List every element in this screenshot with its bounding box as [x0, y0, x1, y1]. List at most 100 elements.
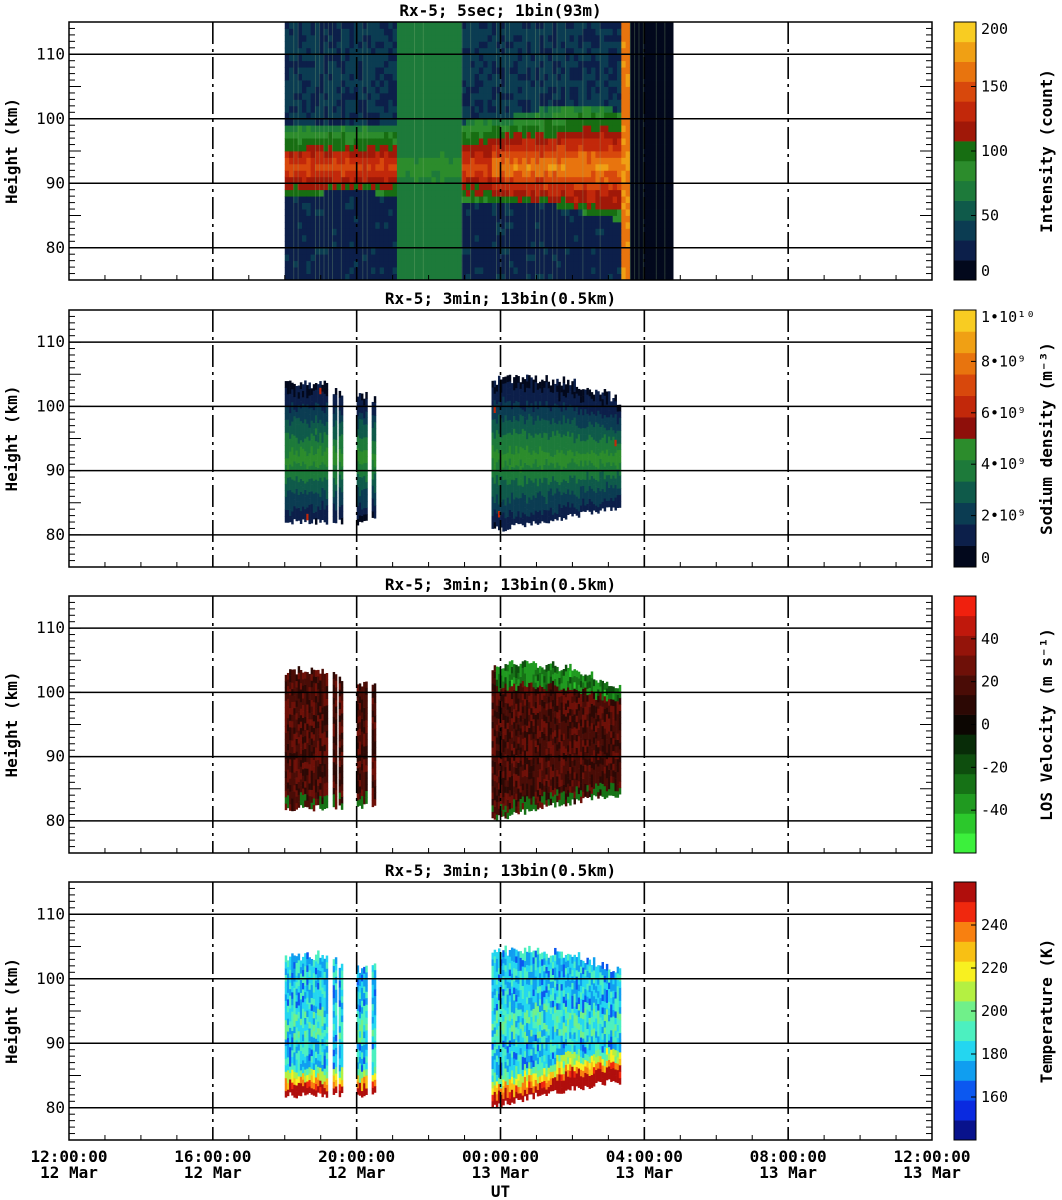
intensity-cell [625, 176, 631, 184]
intensity-cell [422, 131, 428, 139]
data-cell [332, 516, 336, 523]
intensity-cell [595, 228, 601, 236]
data-cell [291, 414, 294, 422]
intensity-cell [375, 247, 381, 255]
data-cell [308, 459, 311, 467]
intensity-cell [297, 34, 303, 42]
intensity-cell [327, 221, 333, 229]
intensity-cell [465, 163, 471, 171]
intensity-cell [509, 183, 514, 191]
intensity-cell [470, 86, 475, 94]
intensity-cell [392, 47, 398, 55]
data-cell [334, 503, 338, 511]
intensity-cell [340, 28, 346, 36]
intensity-cell [513, 28, 519, 36]
intensity-cell [405, 92, 411, 100]
intensity-cell [565, 112, 570, 120]
data-cell [304, 399, 307, 407]
intensity-cell [617, 28, 622, 36]
intensity-cell [578, 105, 583, 113]
intensity-cell [470, 73, 475, 81]
intensity-cell [375, 118, 381, 126]
intensity-cell [487, 138, 493, 145]
data-cell [526, 374, 529, 382]
data-cell [495, 429, 499, 437]
intensity-cell [444, 163, 450, 171]
intensity-cell [535, 176, 540, 184]
intensity-cell [440, 28, 445, 36]
data-cell [306, 475, 309, 482]
intensity-cell [560, 144, 566, 152]
intensity-cell [668, 28, 674, 36]
intensity-cell [595, 189, 601, 197]
data-cell [497, 504, 501, 511]
colorbar-tick-label: 50 [981, 207, 999, 225]
intensity-cell [396, 54, 402, 62]
data-cell [513, 492, 516, 500]
data-cell [521, 396, 525, 404]
intensity-cell [297, 28, 303, 36]
intensity-cell [582, 267, 588, 274]
intensity-cell [660, 47, 665, 55]
intensity-cell [414, 267, 419, 274]
intensity-cell [483, 144, 488, 152]
intensity-cell [323, 157, 329, 165]
intensity-cell [599, 118, 605, 126]
intensity-cell [556, 92, 562, 100]
intensity-cell [491, 86, 497, 94]
intensity-cell [491, 189, 497, 197]
intensity-cell [453, 247, 458, 255]
intensity-cell [293, 151, 299, 158]
intensity-cell [655, 60, 661, 68]
data-cell [317, 397, 320, 404]
intensity-cell [591, 47, 596, 55]
intensity-cell [569, 157, 575, 165]
intensity-cell [668, 183, 674, 191]
intensity-cell [448, 273, 454, 281]
data-cell [314, 505, 318, 512]
intensity-cell [340, 41, 346, 49]
colorbar-swatch [954, 240, 976, 261]
data-cell [536, 498, 540, 506]
data-cell [304, 451, 307, 458]
intensity-cell [595, 234, 601, 242]
data-cell [302, 454, 305, 462]
intensity-cell [625, 41, 631, 49]
intensity-cell [595, 131, 601, 139]
intensity-cell [392, 221, 398, 229]
data-cell [526, 393, 529, 401]
intensity-cell [310, 273, 316, 281]
data-cell [363, 424, 366, 432]
data-cell [504, 395, 507, 403]
intensity-cell [453, 99, 458, 107]
intensity-cell [491, 22, 497, 29]
intensity-cell [474, 209, 480, 216]
intensity-cell [655, 170, 661, 178]
intensity-cell [591, 112, 596, 120]
intensity-cell [634, 86, 639, 94]
intensity-cell [362, 92, 368, 100]
data-cell [286, 471, 290, 478]
intensity-cell [573, 99, 579, 107]
data-cell [538, 510, 542, 517]
data-cell [299, 446, 303, 454]
intensity-cell [388, 234, 394, 242]
intensity-cell [487, 99, 493, 107]
intensity-cell [552, 267, 557, 274]
data-cell [321, 468, 324, 476]
intensity-cell [651, 260, 657, 268]
intensity-cell [638, 183, 644, 191]
data-cell [338, 410, 342, 417]
intensity-cell [336, 28, 342, 36]
data-cell [504, 524, 507, 532]
intensity-cell [535, 41, 540, 49]
intensity-cell [409, 105, 415, 113]
intensity-cell [431, 176, 437, 184]
intensity-cell [297, 273, 303, 281]
data-cell [297, 507, 301, 515]
intensity-cell [651, 47, 657, 55]
intensity-cell [509, 273, 514, 281]
data-cell [541, 437, 544, 445]
data-cell [508, 490, 512, 498]
intensity-cell [522, 241, 527, 249]
